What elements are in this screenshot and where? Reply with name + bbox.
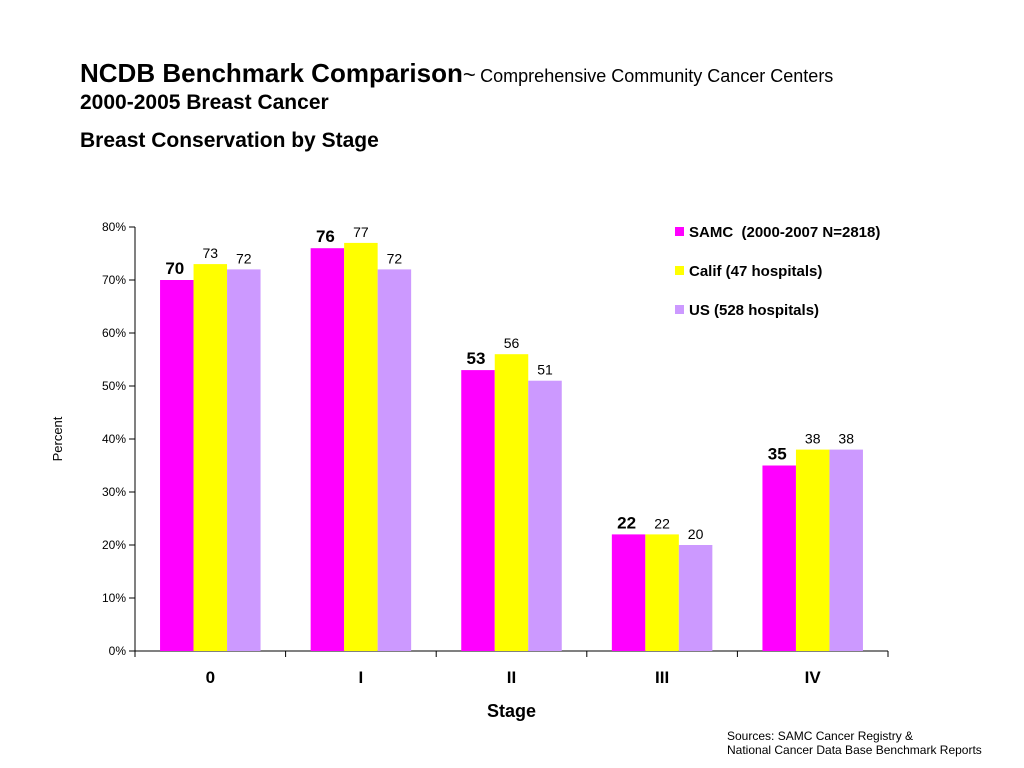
bar — [611, 534, 646, 651]
chart-subtitle: Comprehensive Community Cancer Centers — [480, 66, 834, 86]
bar — [461, 370, 495, 651]
legend-label: Calif (47 hospitals) — [689, 263, 822, 280]
bar — [160, 280, 194, 651]
chart-title: NCDB Benchmark Comparison — [80, 58, 463, 88]
bar — [795, 449, 830, 651]
x-tick-label: II — [507, 668, 516, 687]
y-axis-label: Percent — [50, 416, 65, 461]
bar — [762, 465, 796, 651]
y-tick-label: 0% — [109, 644, 127, 658]
y-tick-label: 80% — [102, 220, 126, 234]
y-tick-label: 10% — [102, 591, 126, 605]
bar — [227, 269, 261, 651]
bar — [829, 449, 863, 651]
x-tick-label: III — [655, 668, 669, 687]
data-label: 38 — [805, 431, 821, 447]
bar — [645, 534, 679, 651]
bar — [377, 269, 412, 651]
data-label: 53 — [467, 349, 486, 368]
bar — [528, 380, 562, 651]
legend-swatch — [675, 266, 684, 275]
chart-title-line-3: Breast Conservation by Stage — [80, 129, 379, 152]
bar — [678, 545, 713, 651]
bar — [494, 354, 529, 651]
y-tick-label: 70% — [102, 273, 126, 287]
bar — [310, 248, 345, 651]
data-label: 38 — [838, 431, 854, 447]
x-tick-label: IV — [805, 668, 822, 687]
y-tick-label: 40% — [102, 432, 126, 446]
data-label: 72 — [387, 250, 403, 266]
sources-note: Sources: SAMC Cancer Registry & National… — [727, 729, 982, 757]
legend-swatch — [675, 305, 684, 314]
data-label: 76 — [316, 227, 335, 246]
chart-title-line-2: 2000-2005 Breast Cancer — [80, 91, 329, 114]
data-label: 77 — [353, 224, 369, 240]
x-axis-label: Stage — [487, 701, 536, 721]
legend-swatch — [675, 227, 684, 236]
y-tick-label: 30% — [102, 485, 126, 499]
data-label: 51 — [537, 362, 553, 378]
legend-label: US (528 hospitals) — [689, 302, 819, 319]
y-tick-label: 20% — [102, 538, 126, 552]
data-label: 20 — [688, 526, 704, 542]
legend-label: SAMC (2000-2007 N=2818) — [689, 224, 880, 241]
sources-line-2: National Cancer Data Base Benchmark Repo… — [727, 743, 982, 757]
x-tick-label: I — [359, 668, 364, 687]
data-label: 73 — [203, 245, 219, 261]
sources-line-1: Sources: SAMC Cancer Registry & — [727, 729, 914, 743]
data-label: 70 — [165, 259, 184, 278]
title-tilde: ~ — [462, 62, 476, 87]
data-label: 72 — [236, 250, 252, 266]
data-label: 22 — [617, 513, 636, 532]
data-label: 22 — [654, 515, 670, 531]
bar — [344, 242, 378, 651]
data-label: 56 — [504, 335, 520, 351]
chart-title-block: NCDB Benchmark Comparison~ Comprehensive… — [80, 58, 833, 153]
bar — [193, 264, 228, 651]
data-label: 35 — [768, 445, 787, 464]
x-tick-label: 0 — [206, 668, 215, 687]
title-line-1: NCDB Benchmark Comparison~ Comprehensive… — [80, 58, 833, 89]
y-tick-label: 60% — [102, 326, 126, 340]
y-tick-label: 50% — [102, 379, 126, 393]
